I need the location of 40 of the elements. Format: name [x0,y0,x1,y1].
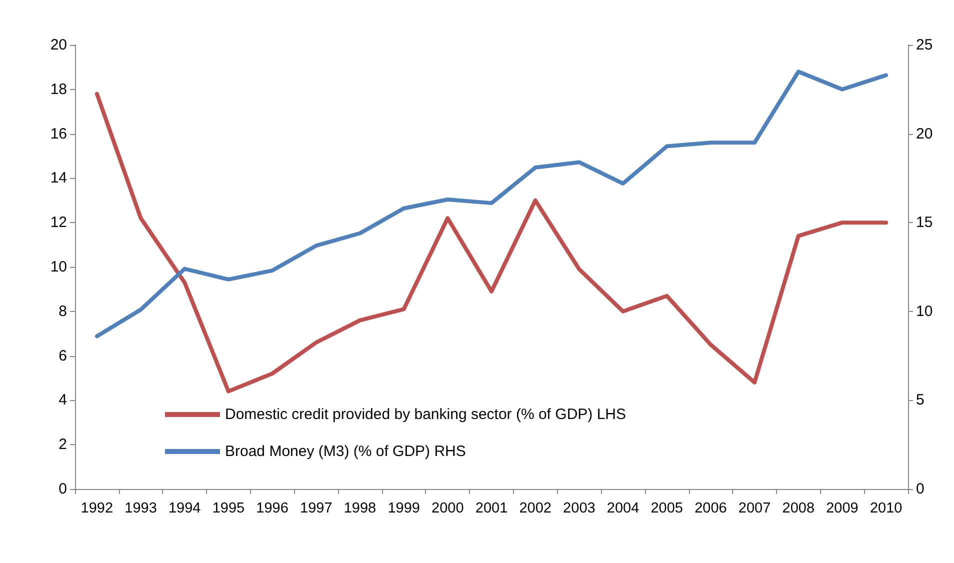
x-tick-label: 1993 [124,500,157,516]
y-tick-label: 0 [58,480,67,498]
y-tick-label: 4 [58,392,67,409]
y2-tick-label: 0 [916,480,924,498]
x-tick-label: 1998 [344,500,376,516]
y-tick-label: 14 [50,170,67,187]
x-tick-label: 2005 [650,500,683,516]
x-tick-label: 1994 [168,500,201,516]
line-series [94,70,888,338]
legend-label: Broad Money (M3) (% of GDP) RHS [225,443,466,460]
y2-tick-label: 25 [916,36,933,54]
x-tick-label: 1995 [212,500,245,516]
x-tick-label: 1996 [256,500,288,516]
y-tick-label: 20 [50,36,67,54]
x-tick-label: 2001 [475,500,508,516]
y-tick-label: 16 [50,125,67,142]
x-tick-label: 2003 [563,500,596,516]
y2-tick-label: 20 [916,125,933,142]
y-tick-label: 12 [50,214,67,232]
x-tick-label: 1992 [80,500,114,516]
x-tick-label: 2006 [694,500,727,516]
y2-tick-label: 15 [916,214,933,232]
x-tick-label: 2009 [826,500,858,516]
x-tick-label: 2000 [432,500,464,516]
line-series [94,92,888,394]
y2-tick-label: 10 [916,302,933,320]
y-tick-label: 8 [58,302,67,320]
x-tick-label: 2007 [738,500,771,516]
y-tick-label: 6 [58,347,67,364]
y-tick-label: 18 [50,80,67,98]
x-tick-label: 2002 [519,500,552,516]
legend-label: Domestic credit provided by banking sector (% of GDP) LHS [225,406,626,423]
y-tick-label: 10 [50,258,67,276]
y2-tick-label: 5 [916,392,924,409]
y-tick-label: 2 [58,436,67,454]
x-tick-label: 2004 [606,500,640,516]
x-tick-label: 1999 [388,500,420,516]
x-tick-label: 1997 [300,500,332,516]
x-tick-label: 2010 [870,500,902,516]
x-tick-label: 2008 [782,500,815,516]
